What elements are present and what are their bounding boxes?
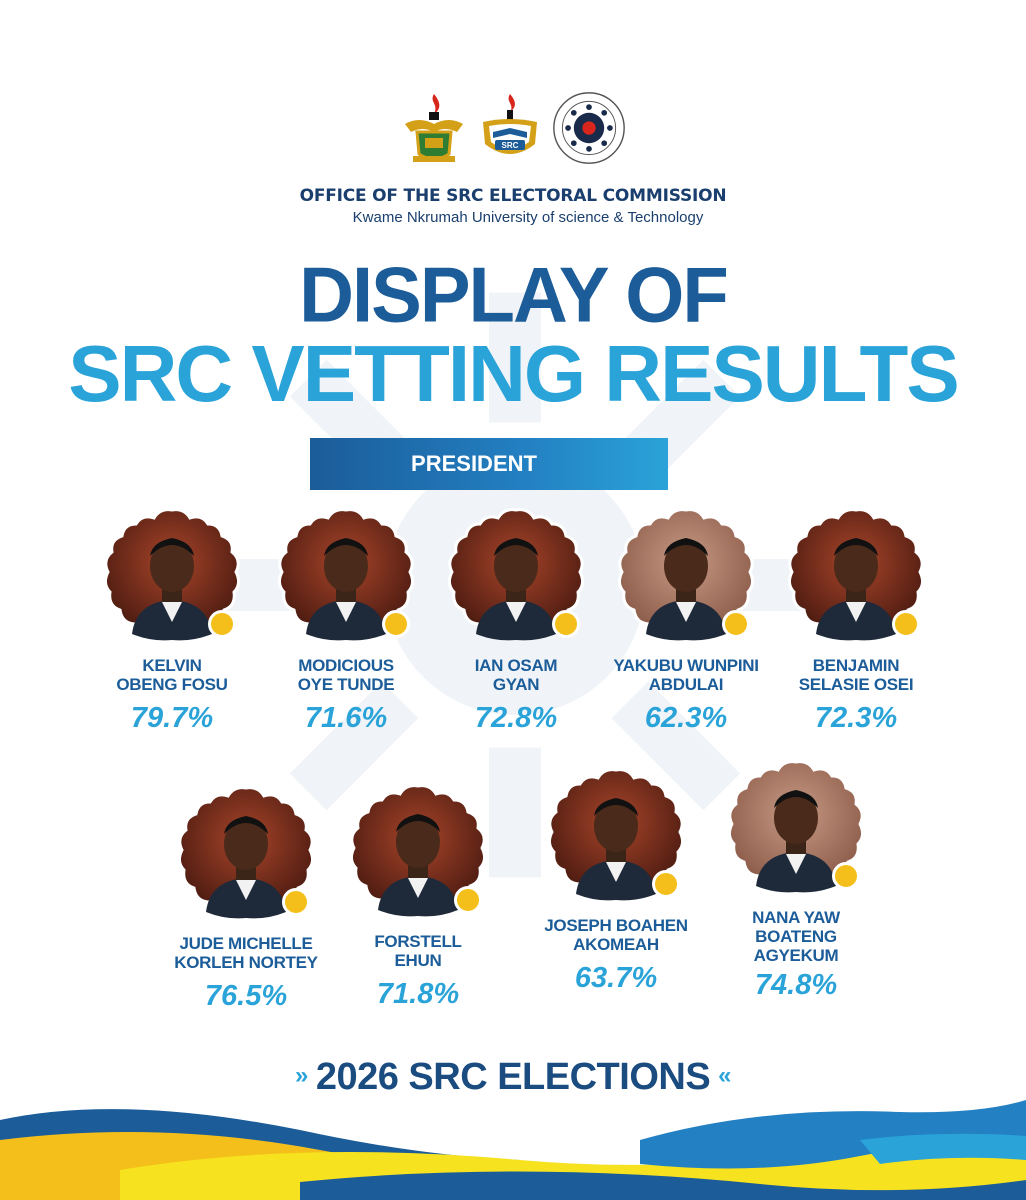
candidate-name: MODICIOUS OYE TUNDE [297, 656, 395, 695]
candidate-score: 71.6% [304, 702, 388, 735]
logo-row: SRC [0, 88, 1026, 168]
position-banner: PRESIDENT [310, 438, 668, 490]
candidate-name: KELVIN OBENG FOSU [116, 656, 228, 695]
status-dot [454, 886, 482, 914]
candidate-card: IAN OSAM GYAN 72.8% [416, 506, 616, 735]
src-logo: SRC [483, 94, 537, 154]
candidate-card: JUDE MICHELLE KORLEH NORTEY 76.5% [146, 784, 346, 1013]
candidate-card: JOSEPH BOAHEN AKOMEAH 63.7% [516, 766, 716, 995]
candidate-score: 72.3% [814, 702, 898, 735]
candidate-score: 71.8% [376, 978, 460, 1011]
candidate-name: BENJAMIN SELASIE OSEI [798, 656, 914, 695]
chevron-left-icon: « [718, 1062, 732, 1089]
office-title: OFFICE OF THE SRC ELECTORAL COMMISSION [299, 186, 727, 206]
candidate-portrait [176, 784, 316, 924]
src-logo-text: SRC [502, 141, 519, 150]
candidate-portrait [348, 782, 488, 922]
university-name: Kwame Nkrumah University of science & Te… [352, 209, 704, 226]
candidate-score: 63.7% [574, 962, 658, 995]
candidate-portrait [276, 506, 416, 646]
status-dot [652, 870, 680, 898]
status-dot [208, 610, 236, 638]
candidate-name: FORSTELL EHUN [374, 932, 462, 971]
status-dot [282, 888, 310, 916]
status-dot [892, 610, 920, 638]
page-title-line2: SRC VETTING RESULTS [68, 329, 959, 418]
status-dot [832, 862, 860, 890]
candidate-card: MODICIOUS OYE TUNDE 71.6% [246, 506, 446, 735]
candidate-name: JUDE MICHELLE KORLEH NORTEY [174, 934, 318, 973]
status-dot [382, 610, 410, 638]
position-label: PRESIDENT [411, 451, 537, 476]
candidate-score: 79.7% [130, 702, 214, 735]
candidate-name: IAN OSAM GYAN [474, 656, 558, 695]
footer-election-title: » 2026 SRC ELECTIONS « [0, 1056, 1026, 1099]
candidate-portrait [102, 506, 242, 646]
candidate-portrait [446, 506, 586, 646]
candidate-portrait [726, 758, 866, 898]
candidate-score: 74.8% [754, 969, 838, 1002]
candidate-score: 72.8% [474, 702, 558, 735]
candidate-name: JOSEPH BOAHEN AKOMEAH [544, 916, 688, 955]
candidate-card: FORSTELL EHUN 71.8% [318, 782, 518, 1011]
candidate-name: YAKUBU WUNPINI ABDULAI [613, 656, 759, 695]
candidate-portrait [546, 766, 686, 906]
candidate-name: NANA YAW BOATENG AGYEKUM [752, 908, 840, 966]
candidate-card: YAKUBU WUNPINI ABDULAI 62.3% [586, 506, 786, 735]
candidate-score: 62.3% [644, 702, 728, 735]
candidate-score: 76.5% [204, 980, 288, 1013]
status-dot [552, 610, 580, 638]
page-title-line1: DISPLAY OF [299, 252, 729, 339]
status-dot [722, 610, 750, 638]
chevron-right-icon: » [294, 1062, 308, 1089]
footer-label: 2026 SRC ELECTIONS [315, 1056, 711, 1098]
src-electoral-commission-seal [553, 92, 625, 164]
knust-crest-logo [405, 94, 463, 162]
candidate-card: BENJAMIN SELASIE OSEI 72.3% [756, 506, 956, 735]
candidate-card: NANA YAW BOATENG AGYEKUM 74.8% [696, 758, 896, 1002]
candidate-portrait [616, 506, 756, 646]
candidate-card: KELVIN OBENG FOSU 79.7% [72, 506, 272, 735]
candidate-portrait [786, 506, 926, 646]
footer-waves [0, 1100, 1026, 1200]
